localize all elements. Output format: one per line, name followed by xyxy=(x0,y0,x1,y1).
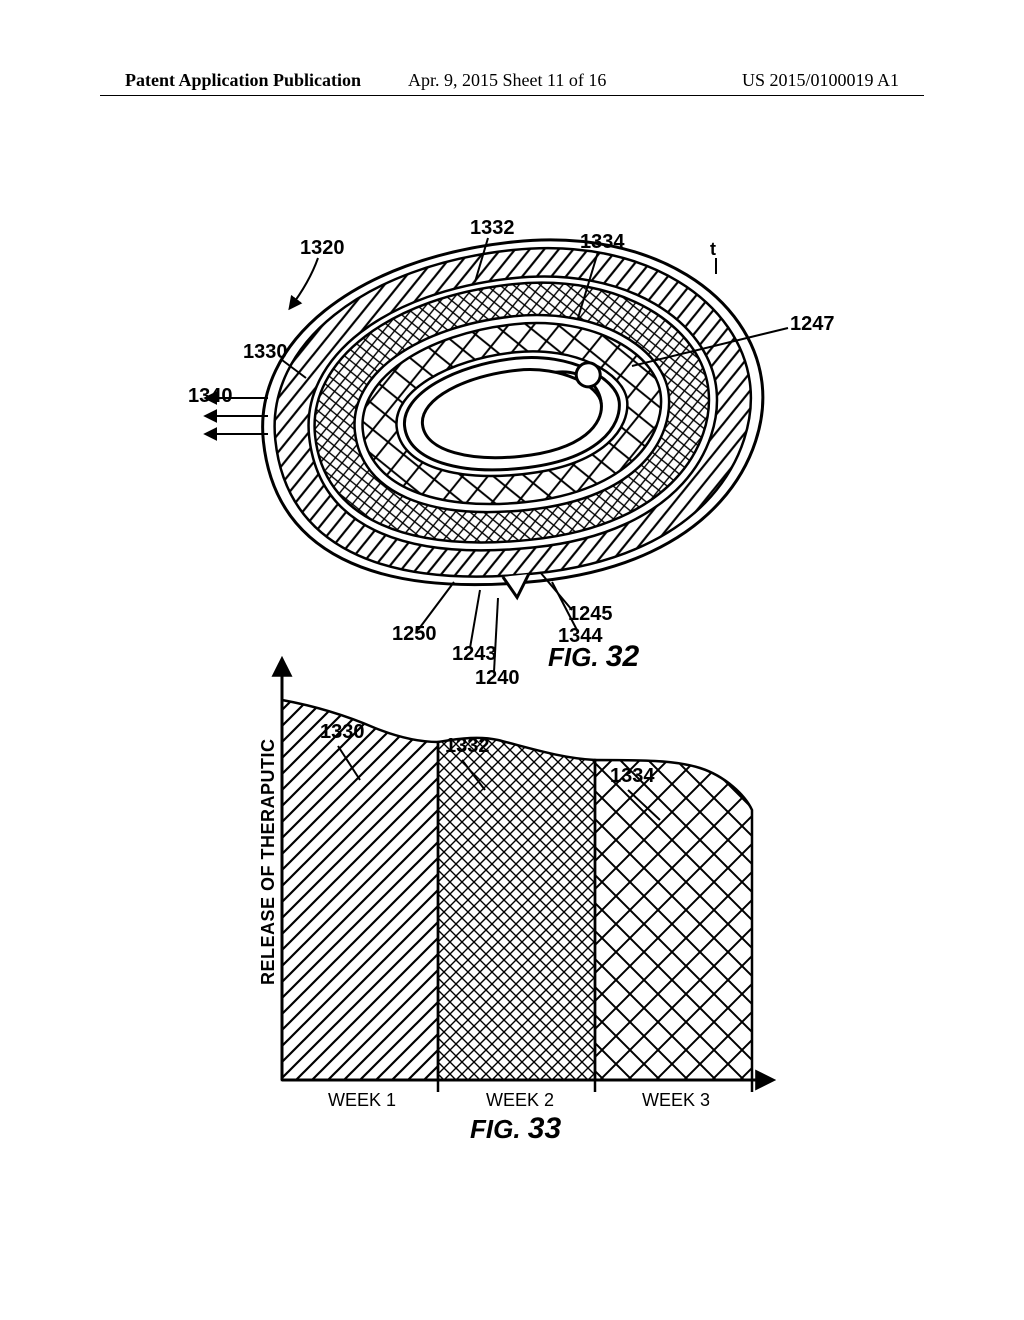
chart-region-1332 xyxy=(438,738,595,1080)
label-1330-chart: 1330 xyxy=(320,722,365,742)
label-1320: 1320 xyxy=(300,238,345,258)
chart-region-1330 xyxy=(282,700,438,1080)
fig33-xtick-1: WEEK 1 xyxy=(328,1090,396,1111)
label-1245: 1245 xyxy=(568,604,613,624)
label-1332-chart: 1332 xyxy=(445,736,490,756)
fig33-xtick-2: WEEK 2 xyxy=(486,1090,554,1111)
label-1247: 1247 xyxy=(790,314,835,334)
fig33-caption: FIG. 33 xyxy=(470,1112,561,1146)
label-1334-chart: 1334 xyxy=(610,766,655,786)
fig33-ylabel: RELEASE OF THERAPUTIC xyxy=(258,738,279,985)
fig-32 xyxy=(245,218,781,623)
label-1250: 1250 xyxy=(392,624,437,644)
chart-region-1334 xyxy=(595,760,752,1080)
label-1240: 1240 xyxy=(475,668,520,688)
label-1340: 1340 xyxy=(188,386,233,406)
label-1332-top: 1332 xyxy=(470,218,515,238)
fig32-caption: FIG. 32 xyxy=(548,640,639,674)
label-1243: 1243 xyxy=(452,644,497,664)
label-1334-top: 1334 xyxy=(580,232,625,252)
fig33-xtick-3: WEEK 3 xyxy=(642,1090,710,1111)
label-1330-left: 1330 xyxy=(243,342,288,362)
core-tail xyxy=(503,574,531,599)
label-t: t xyxy=(710,240,716,258)
core-knob-1247 xyxy=(575,362,601,388)
